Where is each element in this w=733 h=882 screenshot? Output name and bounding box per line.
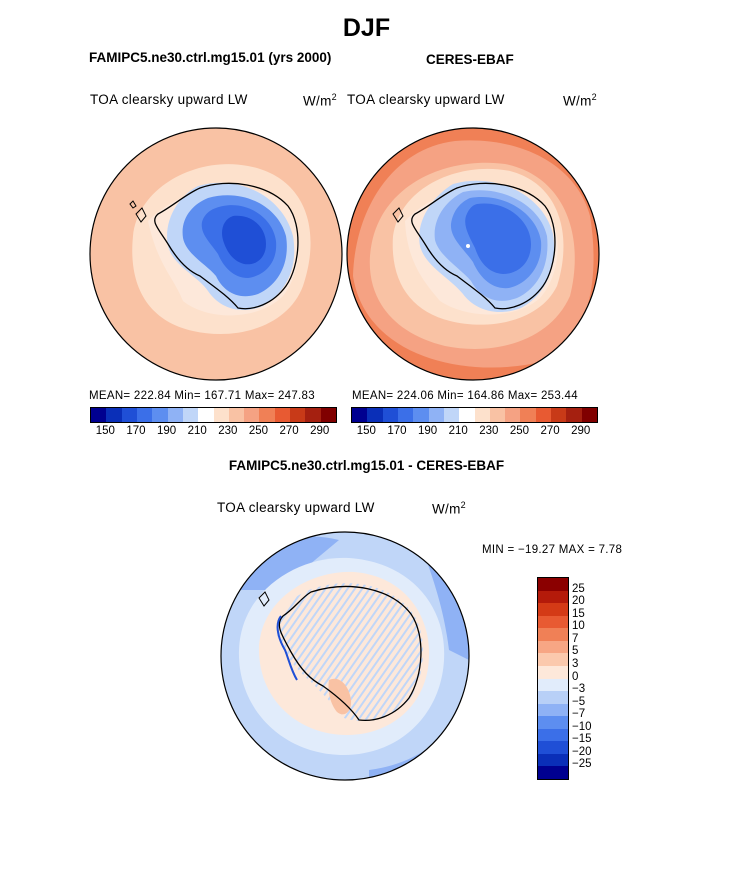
colorbar-tick-label: 230 bbox=[218, 425, 238, 437]
colorbar-tick-label: 250 bbox=[248, 425, 269, 437]
colorbar-tick-label: −3 bbox=[572, 683, 586, 696]
colorbar-swatch bbox=[538, 741, 568, 754]
difference-title: FAMIPC5.ne30.ctrl.mg15.01 - CERES-EBAF bbox=[228, 458, 505, 473]
colorbar-tick-label: −25 bbox=[572, 758, 592, 771]
colorbar-swatch bbox=[274, 408, 291, 422]
colorbar-swatch bbox=[443, 408, 460, 422]
colorbar-swatch bbox=[538, 640, 568, 654]
colorbar-tick-label: 210 bbox=[187, 425, 207, 437]
colorbar-tick-label: 190 bbox=[417, 425, 438, 437]
colorbar-swatch bbox=[538, 665, 568, 679]
colorbar-swatch bbox=[198, 408, 214, 422]
colorbar-swatch bbox=[551, 408, 567, 422]
colorbar-swatch bbox=[91, 408, 107, 422]
colorbar-tick-label: −20 bbox=[572, 745, 592, 758]
difference-map bbox=[220, 531, 470, 781]
colorbar-swatch bbox=[290, 408, 306, 422]
colorbar-swatch bbox=[538, 653, 568, 666]
colorbar-tick-label: 270 bbox=[279, 425, 299, 437]
colorbar-swatch bbox=[538, 603, 568, 616]
colorbar-swatch bbox=[106, 408, 122, 422]
colorbar-swatch bbox=[538, 590, 568, 604]
difference-variable: TOA clearsky upward LW bbox=[217, 500, 375, 515]
colorbar-swatch bbox=[474, 408, 490, 422]
colorbar-tick-label: 0 bbox=[572, 670, 579, 683]
colorbar-tick-label: −10 bbox=[572, 720, 592, 733]
panel-2-variable: TOA clearsky upward LW bbox=[347, 92, 505, 107]
colorbar-tick-label: 270 bbox=[540, 425, 560, 437]
colorbar-swatch bbox=[382, 408, 398, 422]
colorbar-tick-label: 7 bbox=[572, 632, 579, 645]
panel-1-colorbar bbox=[90, 407, 337, 423]
colorbar-tick-label: 10 bbox=[572, 620, 585, 633]
colorbar-swatch bbox=[182, 408, 199, 422]
panel-2-map bbox=[346, 127, 600, 381]
colorbar-swatch bbox=[538, 691, 568, 704]
colorbar-swatch bbox=[538, 728, 568, 742]
colorbar-swatch bbox=[538, 615, 568, 629]
colorbar-swatch bbox=[538, 628, 568, 641]
colorbar-swatch bbox=[152, 408, 168, 422]
panel-1-stats: MEAN= 222.84 Min= 167.71 Max= 247.83 bbox=[89, 390, 315, 402]
colorbar-swatch bbox=[320, 408, 336, 422]
colorbar-swatch bbox=[538, 678, 568, 692]
colorbar-swatch bbox=[459, 408, 475, 422]
difference-stats: MIN = −19.27 MAX = 7.78 bbox=[482, 544, 623, 556]
colorbar-tick-label: −15 bbox=[572, 733, 592, 746]
colorbar-swatch bbox=[136, 408, 153, 422]
difference-colorbar bbox=[537, 577, 569, 780]
colorbar-tick-label: 15 bbox=[572, 607, 585, 620]
colorbar-tick-label: 170 bbox=[387, 425, 407, 437]
colorbar-tick-label: 5 bbox=[572, 645, 579, 658]
colorbar-swatch bbox=[397, 408, 414, 422]
colorbar-swatch bbox=[538, 766, 568, 779]
colorbar-tick-label: −5 bbox=[572, 695, 586, 708]
colorbar-swatch bbox=[505, 408, 521, 422]
colorbar-tick-label: 210 bbox=[448, 425, 468, 437]
colorbar-tick-label: 170 bbox=[126, 425, 146, 437]
colorbar-tick-label: 20 bbox=[572, 595, 585, 608]
colorbar-swatch bbox=[520, 408, 536, 422]
colorbar-swatch bbox=[581, 408, 597, 422]
difference-units: W/m2 bbox=[432, 500, 466, 517]
panel-1-title: FAMIPC5.ne30.ctrl.mg15.01 (yrs 2000) bbox=[89, 50, 332, 65]
figure-title: DJF bbox=[342, 14, 391, 42]
colorbar-swatch bbox=[535, 408, 552, 422]
panel-2-stats: MEAN= 224.06 Min= 164.86 Max= 253.44 bbox=[352, 390, 578, 402]
colorbar-swatch bbox=[244, 408, 260, 422]
colorbar-swatch bbox=[259, 408, 275, 422]
colorbar-swatch bbox=[413, 408, 429, 422]
colorbar-swatch bbox=[121, 408, 137, 422]
panel-2-colorbar bbox=[351, 407, 598, 423]
colorbar-tick-label: 250 bbox=[509, 425, 530, 437]
panel-2-units: W/m2 bbox=[563, 92, 597, 109]
colorbar-tick-label: 150 bbox=[356, 425, 376, 437]
colorbar-swatch bbox=[538, 753, 568, 767]
panel-1-variable: TOA clearsky upward LW bbox=[90, 92, 248, 107]
colorbar-tick-label: 150 bbox=[95, 425, 115, 437]
colorbar-swatch bbox=[538, 703, 568, 717]
colorbar-swatch bbox=[489, 408, 506, 422]
colorbar-swatch bbox=[367, 408, 383, 422]
colorbar-swatch bbox=[566, 408, 582, 422]
colorbar-swatch bbox=[352, 408, 368, 422]
colorbar-tick-label: 3 bbox=[572, 657, 579, 670]
colorbar-swatch bbox=[305, 408, 321, 422]
colorbar-tick-label: 290 bbox=[571, 425, 591, 437]
colorbar-swatch bbox=[538, 578, 568, 591]
colorbar-tick-label: 230 bbox=[479, 425, 499, 437]
colorbar-tick-label: 290 bbox=[310, 425, 330, 437]
colorbar-tick-label: 25 bbox=[572, 582, 585, 595]
panel-1-units: W/m2 bbox=[303, 92, 337, 109]
colorbar-swatch bbox=[213, 408, 229, 422]
colorbar-tick-label: 190 bbox=[156, 425, 177, 437]
colorbar-swatch bbox=[538, 716, 568, 729]
panel-2-title: CERES-EBAF bbox=[426, 52, 514, 67]
colorbar-swatch bbox=[167, 408, 183, 422]
colorbar-tick-label: −7 bbox=[572, 708, 586, 721]
panel-1-map bbox=[89, 127, 343, 381]
colorbar-swatch bbox=[428, 408, 444, 422]
colorbar-swatch bbox=[228, 408, 245, 422]
